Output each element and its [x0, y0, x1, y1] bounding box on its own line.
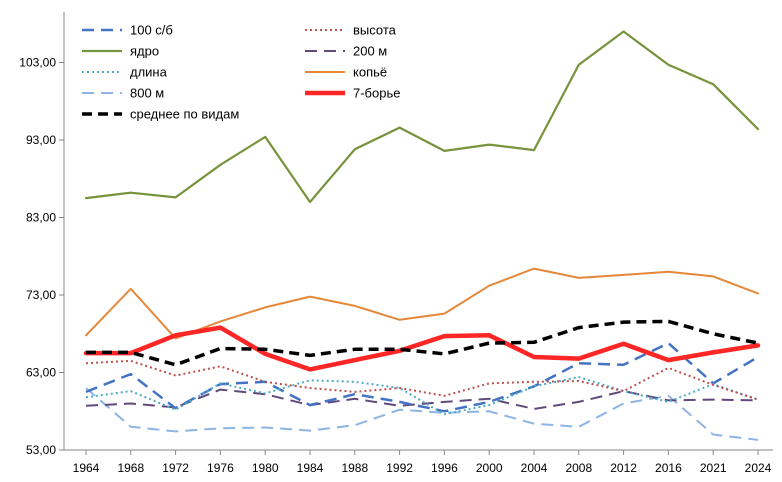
- legend: 100 с/б высота ядро 200 м длина копьё 800 м 7-б…: [82, 23, 400, 122]
- x-tick-label: 2000: [476, 461, 503, 475]
- x-tick-label: 1972: [162, 461, 189, 475]
- y-tick-label: 83,00: [26, 211, 56, 225]
- legend-label: высота: [353, 23, 397, 38]
- x-tick-label: 1964: [73, 461, 100, 475]
- legend-label: 100 с/б: [130, 23, 173, 38]
- legend-label: среднее по видам: [130, 107, 239, 122]
- axes: 53,00 63,00 73,00 83,00 93,00 103,00 1964 1968 1…: [19, 12, 773, 475]
- series-line-100 с/б: [85, 341, 759, 413]
- y-tick-label: 93,00: [26, 133, 56, 147]
- x-tick-label: 2021: [700, 461, 727, 475]
- x-tick-label: 2024: [745, 461, 772, 475]
- series-line-высота: [85, 359, 759, 401]
- x-tick-label: 1980: [252, 461, 279, 475]
- x-tick-label: 1996: [431, 461, 458, 475]
- x-tick-label: 2008: [565, 461, 592, 475]
- x-tick-label: 2016: [655, 461, 682, 475]
- x-tick-label: 1984: [297, 461, 324, 475]
- legend-label: ядро: [130, 44, 159, 59]
- series-lines: [83, 30, 761, 441]
- legend-label: длина: [130, 65, 168, 80]
- series-line-200 м: [85, 388, 759, 410]
- series-line-копьё: [85, 267, 759, 340]
- series-line-ядро: [84, 30, 760, 204]
- y-tick-label: 73,00: [26, 288, 56, 302]
- x-tick-label: 1992: [386, 461, 413, 475]
- x-tick-label: 1976: [207, 461, 234, 475]
- y-tick-label: 103,00: [19, 56, 56, 70]
- x-tick-label: 1968: [117, 461, 144, 475]
- series-line-800 м: [85, 387, 759, 441]
- series-line-7-борье: [83, 325, 761, 372]
- legend-label: 7-борье: [353, 86, 400, 101]
- legend-label: копьё: [353, 65, 387, 80]
- x-tick-label: 1988: [341, 461, 368, 475]
- y-tick-label: 53,00: [26, 443, 56, 457]
- legend-label: 800 м: [130, 86, 164, 101]
- x-tick-label: 2004: [521, 461, 548, 475]
- series-line-среднее по видам: [86, 319, 759, 367]
- y-tick-label: 63,00: [26, 366, 56, 380]
- x-tick-label: 2012: [610, 461, 637, 475]
- series-line-длина: [85, 376, 759, 416]
- legend-label: 200 м: [353, 44, 387, 59]
